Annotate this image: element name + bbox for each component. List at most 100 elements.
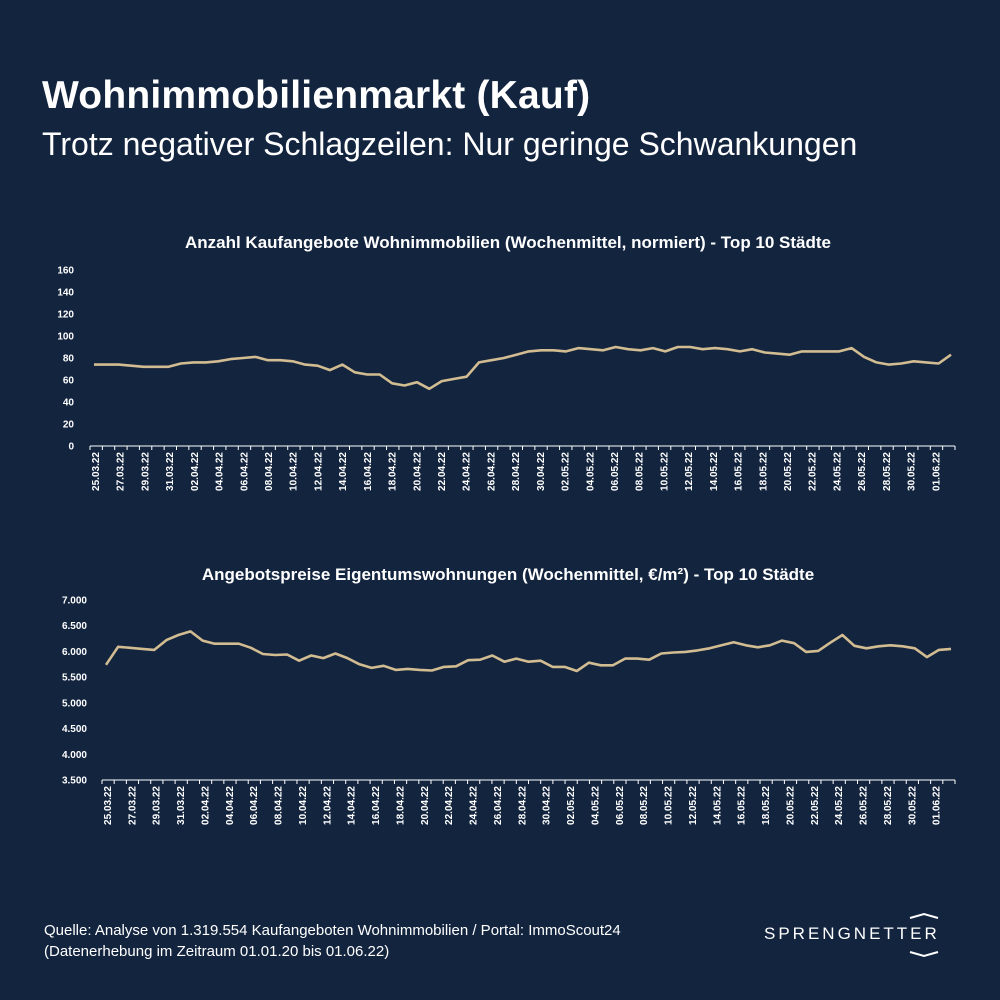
prices-x-tick-label: 22.05.22 [810,786,821,825]
prices-x-tick-label: 31.03.22 [176,786,187,825]
offers-y-tick-label: 40 [63,398,75,409]
prices-x-tick-label: 02.04.22 [200,786,211,825]
sprengnetter-logo: SPRENGNETTER [764,912,944,958]
offers-x-tick-label: 22.05.22 [808,452,819,491]
offers-x-tick-label: 08.04.22 [264,452,275,491]
offers-x-tick-label: 24.04.22 [462,452,473,491]
offers-x-tick-label: 25.03.22 [91,452,102,491]
prices-x-tick-label: 10.05.22 [664,786,675,825]
offers-x-tick-label: 27.03.22 [116,452,127,491]
offers-y-tick-label: 100 [57,332,74,343]
prices-x-tick-label: 24.05.22 [834,786,845,825]
offers-x-tick-label: 22.04.22 [437,452,448,491]
prices-x-tick-label: 12.05.22 [688,786,699,825]
prices-x-tick-label: 04.05.22 [590,786,601,825]
prices-x-tick-label: 08.04.22 [274,786,285,825]
prices-x-tick-label: 27.03.22 [127,786,138,825]
source-line-1: Quelle: Analyse von 1.319.554 Kaufangebo… [44,922,621,939]
logo-bracket-icon [909,912,939,958]
offers-y-tick-label: 80 [63,354,75,365]
prices-x-tick-label: 24.04.22 [469,786,480,825]
offers-x-tick-label: 16.04.22 [363,452,374,491]
offers-x-tick-label: 04.05.22 [585,452,596,491]
prices-y-tick-label: 7.000 [62,596,87,607]
prices-x-tick-label: 18.05.22 [761,786,772,825]
prices-x-tick-label: 06.04.22 [249,786,260,825]
offers-x-tick-label: 31.03.22 [165,452,176,491]
prices-x-tick-label: 12.04.22 [322,786,333,825]
offers-x-tick-label: 20.05.22 [783,452,794,491]
offers-series-line [94,345,952,391]
offers-y-tick-label: 20 [63,420,75,431]
offers-y-tick-label: 0 [68,442,74,453]
offers-x-tick-label: 01.06.22 [931,452,942,491]
offers-x-tick-label: 28.05.22 [882,452,893,491]
page-title: Wohnimmobilienmarkt (Kauf) [42,74,591,117]
offers-x-tick-label: 02.05.22 [561,452,572,491]
prices-x-tick-label: 16.04.22 [371,786,382,825]
offers-x-tick-label: 26.05.22 [857,452,868,491]
prices-y-tick-label: 5.000 [62,698,87,709]
prices-x-tick-label: 14.04.22 [347,786,358,825]
prices-x-tick-label: 01.06.22 [932,786,943,825]
offers-x-tick-label: 14.05.22 [709,452,720,491]
offers-x-tick-label: 10.04.22 [289,452,300,491]
offers-x-tick-label: 08.05.22 [635,452,646,491]
offers-x-tick-label: 29.03.22 [140,452,151,491]
prices-y-tick-label: 5.500 [62,673,87,684]
offers-y-tick-label: 120 [57,310,74,321]
prices-x-tick-label: 29.03.22 [152,786,163,825]
offers-x-tick-label: 12.05.22 [684,452,695,491]
prices-x-tick-label: 20.05.22 [785,786,796,825]
offers-y-tick-label: 160 [57,266,74,277]
page-subtitle: Trotz negativer Schlagzeilen: Nur gering… [42,126,858,162]
prices-y-tick-label: 4.000 [62,750,87,761]
offers-x-tick-label: 16.05.22 [734,452,745,491]
prices-x-tick-label: 06.05.22 [615,786,626,825]
offers-x-tick-label: 18.05.22 [758,452,769,491]
prices-y-tick-label: 6.000 [62,647,87,658]
prices-x-tick-label: 25.03.22 [103,786,114,825]
offers-y-tick-label: 140 [57,288,74,299]
offers-x-tick-label: 18.04.22 [388,452,399,491]
offers-x-tick-label: 24.05.22 [832,452,843,491]
offers-x-tick-label: 02.04.22 [190,452,201,491]
offers-x-tick-label: 30.05.22 [907,452,918,491]
prices-x-tick-label: 28.04.22 [517,786,528,825]
offers-x-tick-label: 04.04.22 [215,452,226,491]
offers-x-tick-label: 30.04.22 [536,452,547,491]
prices-x-tick-label: 10.04.22 [298,786,309,825]
offers-x-tick-label: 26.04.22 [486,452,497,491]
offers-x-tick-label: 06.05.22 [610,452,621,491]
prices-x-tick-label: 26.05.22 [859,786,870,825]
source-note: Quelle: Analyse von 1.319.554 Kaufangebo… [44,920,621,962]
source-line-2: (Datenerhebung im Zeitraum 01.01.20 bis … [44,943,390,960]
offers-chart-title: Anzahl Kaufangebote Wohnimmobilien (Woch… [185,233,831,252]
prices-x-tick-label: 22.04.22 [444,786,455,825]
offers-x-tick-label: 10.05.22 [659,452,670,491]
prices-x-tick-label: 08.05.22 [639,786,650,825]
prices-x-tick-label: 30.04.22 [542,786,553,825]
prices-y-tick-label: 4.500 [62,724,87,735]
logo-text: SPRENGNETTER [764,924,940,943]
offers-y-tick-label: 60 [63,376,75,387]
prices-chart-title: Angebotspreise Eigentumswohnungen (Woche… [202,565,814,584]
prices-x-tick-label: 20.04.22 [420,786,431,825]
prices-x-tick-label: 26.04.22 [493,786,504,825]
prices-x-tick-label: 28.05.22 [883,786,894,825]
prices-x-tick-label: 30.05.22 [907,786,918,825]
prices-y-tick-label: 3.500 [62,776,87,787]
offers-x-tick-label: 12.04.22 [313,452,324,491]
prices-x-tick-label: 16.05.22 [737,786,748,825]
prices-y-tick-label: 6.500 [62,621,87,632]
prices-x-tick-label: 14.05.22 [712,786,723,825]
prices-x-tick-label: 04.04.22 [225,786,236,825]
prices-x-tick-label: 18.04.22 [395,786,406,825]
offers-x-tick-label: 20.04.22 [412,452,423,491]
offers-x-tick-label: 14.04.22 [338,452,349,491]
prices-series-line [104,630,952,673]
offers-x-tick-label: 28.04.22 [511,452,522,491]
offers-x-tick-label: 06.04.22 [239,452,250,491]
chart-offers: Anzahl Kaufangebote Wohnimmobilien (Woch… [57,233,956,491]
chart-prices: Angebotspreise Eigentumswohnungen (Woche… [62,565,956,825]
